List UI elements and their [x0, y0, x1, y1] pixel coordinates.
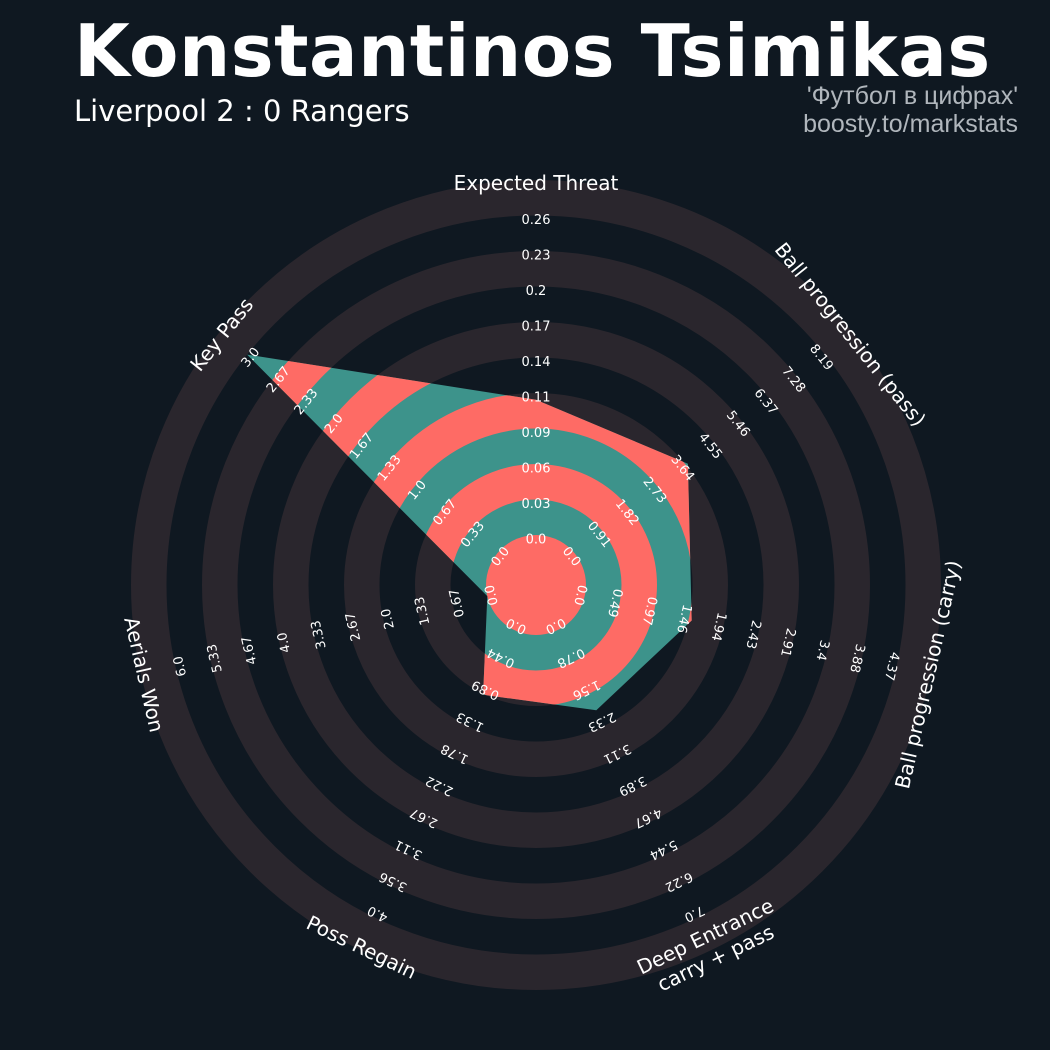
tick-label: 0.97: [639, 595, 660, 627]
tick-label: 6.0: [171, 654, 190, 678]
player-area: [247, 354, 692, 711]
background-ring-3: [273, 322, 799, 848]
tick-label: 2.67: [343, 611, 364, 643]
tick-label: 3.33: [309, 619, 330, 651]
tick-label: 0.09: [522, 426, 551, 441]
tick-label: 0.67: [447, 587, 468, 619]
tick-label: 4.0: [275, 631, 294, 655]
tick-label: 1.33: [412, 595, 433, 627]
tick-label: 4.37: [881, 650, 902, 682]
tick-label: 0.17: [522, 320, 551, 335]
tick-label: 3.4: [812, 639, 831, 663]
player-name: Konstantinos Tsimikas: [74, 9, 991, 93]
tick-label: 2.91: [777, 627, 798, 659]
tick-label: 0.2: [526, 284, 547, 299]
tick-label: 0.0: [482, 583, 501, 607]
tick-label: 0.03: [522, 497, 551, 512]
tick-label: 1.94: [708, 611, 729, 643]
tick-label: 2.43: [742, 619, 763, 651]
tick-label: 0.26: [522, 213, 551, 228]
credit-line-1: 'Футбол в цифрах': [806, 82, 1018, 110]
tick-label: 3.88: [846, 642, 867, 674]
tick-label: 0.06: [522, 462, 551, 477]
tick-label: 1.46: [673, 603, 694, 635]
param-label: Expected Threat: [454, 171, 619, 195]
match-score: Liverpool 2 : 0 Rangers: [74, 94, 410, 128]
tick-label: 0.11: [522, 391, 551, 406]
tick-label: 0.49: [604, 587, 625, 619]
tick-label: 4.67: [239, 635, 260, 667]
tick-label: 0.0: [526, 533, 547, 548]
tick-label: 5.33: [205, 642, 226, 674]
tick-label: 0.23: [522, 249, 551, 264]
player-band-center: [486, 535, 586, 635]
background-ring-4: [202, 251, 870, 919]
tick-label: 2.0: [379, 607, 398, 631]
param-label: Deep Entrancecarry + pass: [633, 893, 788, 1001]
credit: 'Футбол в цифрах' boosty.to/markstats: [803, 82, 1018, 138]
tick-label: 0.0: [570, 583, 589, 607]
tick-label: 0.14: [522, 355, 551, 370]
background-ring-5: [131, 180, 941, 990]
credit-line-2: boosty.to/markstats: [803, 110, 1018, 138]
